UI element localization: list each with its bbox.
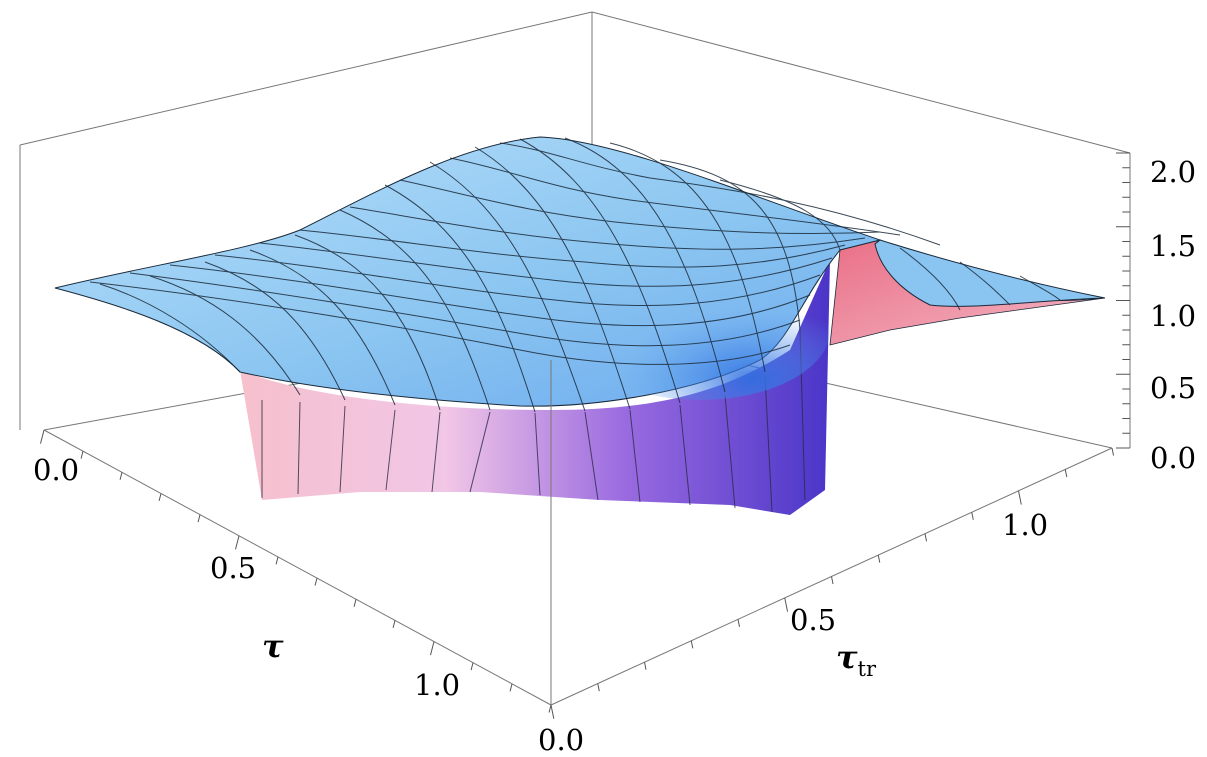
y-tick-mark: [1018, 490, 1022, 505]
surface-mesh: [89, 137, 1061, 413]
x-tick-mark: [392, 620, 396, 628]
x-tick-mark: [430, 641, 435, 656]
x-axis-tick-labels: 0.0 0.5 1.0: [33, 453, 460, 702]
y-tick-label: 1.0: [1002, 508, 1048, 542]
y-tick-mark: [1111, 447, 1115, 456]
axis-ticks: [40, 152, 1130, 719]
x-tick-mark: [158, 493, 162, 502]
y-axis-title-main: τ: [836, 638, 858, 676]
x-tick-label: 0.5: [210, 551, 256, 585]
z-axis-tick-labels: 0.0 0.5 1.0 1.5 2.0: [1150, 155, 1196, 475]
y-tick-mark: [924, 533, 928, 542]
wall-mesh: [261, 329, 806, 513]
x-tick-label: 0.0: [33, 453, 79, 487]
x-tick-mark: [80, 451, 84, 459]
x-axis-title: τ: [262, 627, 284, 665]
y-axis-title: τtr: [836, 638, 877, 681]
x-tick-mark: [40, 429, 45, 444]
y-tick-label: 0.5: [790, 603, 836, 637]
z-tick-label: 2.0: [1150, 155, 1196, 189]
y-tick-mark: [971, 512, 974, 520]
x-tick-label: 1.0: [414, 668, 460, 702]
y-axis-title-subscript: tr: [858, 657, 877, 681]
y-tick-mark: [690, 640, 694, 649]
y-tick-mark: [784, 597, 789, 612]
y-tick-mark: [1064, 469, 1068, 478]
surface-shading: [570, 260, 830, 400]
x-tick-mark: [275, 556, 279, 565]
x-tick-mark: [235, 535, 240, 550]
x-tick-mark: [470, 662, 474, 671]
y-tick-mark: [644, 662, 647, 670]
y-tick-mark: [737, 619, 741, 627]
z-tick-label: 1.0: [1150, 299, 1196, 333]
surface-wall: [240, 260, 830, 515]
y-tick-mark: [597, 683, 600, 692]
y-tick-label: 0.0: [538, 723, 584, 757]
x-tick-mark: [353, 599, 357, 607]
x-tick-mark: [509, 683, 513, 692]
surface-top-right: [874, 239, 1106, 307]
z-tick-label: 0.5: [1150, 371, 1196, 405]
x-tick-mark: [314, 577, 318, 586]
x-tick-mark: [119, 472, 123, 480]
y-tick-mark: [877, 554, 881, 563]
z-tick-label: 0.0: [1150, 441, 1196, 475]
y-tick-mark: [831, 576, 834, 585]
y-axis-tick-labels: 0.0 0.5 1.0: [538, 508, 1048, 757]
x-tick-mark: [197, 514, 201, 523]
x-tick-mark: [548, 704, 552, 713]
y-tick-mark: [550, 704, 555, 719]
z-tick-label: 1.5: [1150, 229, 1196, 263]
